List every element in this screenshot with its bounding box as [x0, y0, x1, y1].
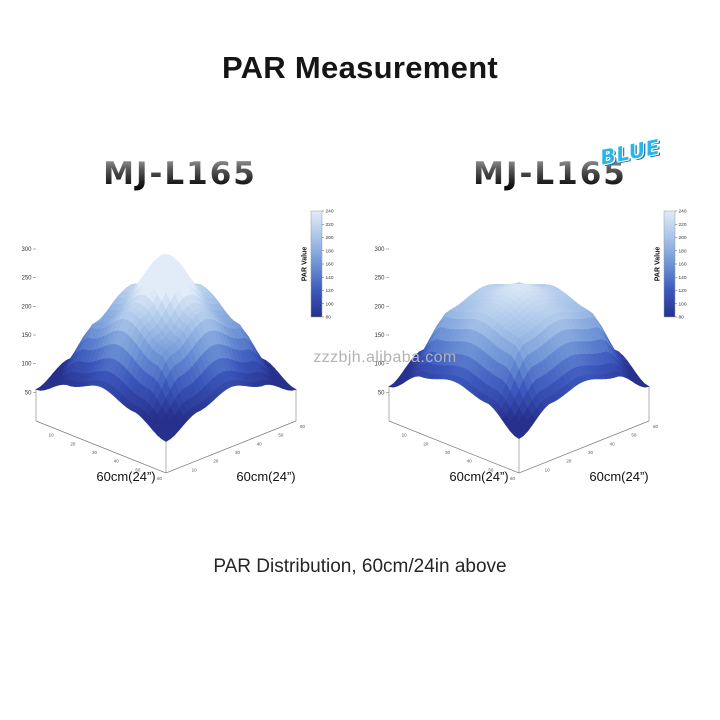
product-logo-right: MJ-L165 BLUE	[425, 134, 675, 192]
plot-box	[35, 389, 297, 474]
svg-text:80: 80	[326, 315, 332, 321]
svg-text:30: 30	[445, 450, 451, 455]
svg-text:200: 200	[21, 304, 32, 310]
surface-mesh	[35, 254, 297, 442]
z-axis: 50 100 150 200 250 300	[21, 247, 36, 396]
svg-text:60: 60	[653, 424, 659, 429]
svg-text:20: 20	[566, 459, 572, 464]
svg-text:30: 30	[235, 450, 241, 455]
svg-text:60: 60	[157, 476, 163, 481]
svg-text:40: 40	[257, 441, 263, 446]
svg-text:180: 180	[326, 248, 334, 254]
svg-text:300: 300	[374, 247, 385, 253]
svg-text:250: 250	[374, 276, 385, 282]
page-title: PAR Measurement	[221, 50, 499, 85]
svg-text:40: 40	[114, 459, 120, 464]
colorbar: 80 100 120 140 160 180 200 220 240 PAR Value	[655, 209, 687, 321]
blue-graffiti-badge: BLUE	[598, 134, 663, 170]
svg-text:200: 200	[679, 235, 687, 241]
logo-text-left: MJ-L165	[103, 156, 257, 192]
svg-text:50: 50	[488, 467, 494, 472]
surface-mesh	[388, 282, 650, 439]
svg-text:10: 10	[192, 467, 198, 472]
svg-text:30: 30	[588, 450, 594, 455]
svg-text:100: 100	[21, 362, 32, 368]
svg-text:240: 240	[326, 209, 334, 215]
svg-text:300: 300	[21, 247, 32, 253]
svg-text:160: 160	[679, 262, 687, 268]
svg-text:100: 100	[679, 301, 687, 307]
y-axis-label: 60cm(24”)	[236, 469, 295, 484]
svg-text:50: 50	[378, 390, 385, 396]
y-axis: 10 20 30 40 50 60	[545, 424, 659, 472]
svg-text:20: 20	[213, 459, 219, 464]
svg-text:220: 220	[326, 222, 334, 228]
svg-text:150: 150	[374, 333, 385, 339]
svg-text:50: 50	[25, 390, 32, 396]
svg-text:100: 100	[374, 362, 385, 368]
svg-text:50: 50	[135, 467, 141, 472]
svg-text:10: 10	[49, 433, 55, 438]
svg-text:60: 60	[300, 424, 306, 429]
svg-text:140: 140	[326, 275, 334, 281]
svg-text:10: 10	[545, 467, 551, 472]
svg-text:20: 20	[70, 441, 76, 446]
x-axis: 10 20 30 40 50 60	[49, 433, 163, 481]
svg-text:50: 50	[631, 433, 637, 438]
watermark: zzzbjh.alibaba.com	[313, 349, 457, 366]
svg-text:220: 220	[679, 222, 687, 228]
z-axis: 50 100 150 200 250 300	[374, 247, 389, 396]
surface-plot-right: 5010015020025030010203040506010203040506…	[374, 209, 687, 484]
product-logo-left: MJ-L165	[55, 156, 305, 192]
svg-text:240: 240	[679, 209, 687, 215]
svg-text:200: 200	[374, 304, 385, 310]
svg-text:40: 40	[467, 459, 473, 464]
svg-text:80: 80	[679, 315, 685, 321]
svg-text:10: 10	[402, 433, 408, 438]
colorbar-label: PAR Value	[302, 247, 309, 282]
x-axis: 10 20 30 40 50 60	[402, 433, 516, 481]
svg-text:60: 60	[510, 476, 516, 481]
y-axis-label: 60cm(24”)	[589, 469, 648, 484]
svg-text:180: 180	[679, 248, 687, 254]
logo-text-right: MJ-L165	[473, 156, 627, 192]
caption: PAR Distribution, 60cm/24in above	[213, 556, 507, 577]
svg-text:120: 120	[326, 288, 334, 294]
svg-text:30: 30	[92, 450, 98, 455]
svg-text:150: 150	[21, 333, 32, 339]
svg-text:20: 20	[423, 441, 429, 446]
svg-text:200: 200	[326, 235, 334, 241]
svg-text:250: 250	[21, 276, 32, 282]
surface-plot-left: 5010015020025030010203040506010203040506…	[21, 209, 334, 484]
svg-text:50: 50	[278, 433, 284, 438]
colorbar: 80 100 120 140 160 180 200 220 240 PAR Value	[302, 209, 334, 321]
svg-text:140: 140	[679, 275, 687, 281]
svg-text:160: 160	[326, 262, 334, 268]
svg-text:120: 120	[679, 288, 687, 294]
x-axis-label: 60cm(24”)	[96, 469, 155, 484]
x-axis-label: 60cm(24”)	[449, 469, 508, 484]
svg-text:100: 100	[326, 301, 334, 307]
y-axis: 10 20 30 40 50 60	[192, 424, 306, 472]
colorbar-label: PAR Value	[655, 247, 662, 282]
plot-box	[388, 386, 650, 474]
svg-text:40: 40	[610, 441, 616, 446]
